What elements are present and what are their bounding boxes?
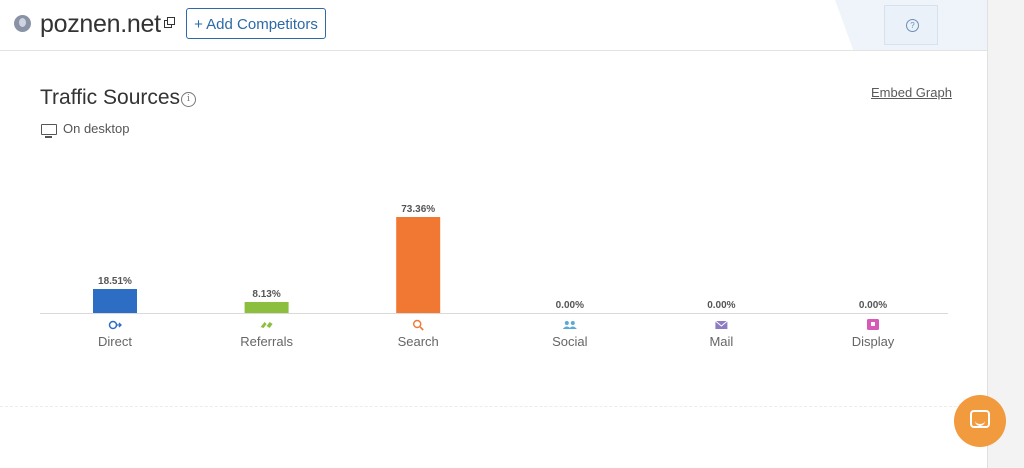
traffic-sources-chart: 18.51% Direct 8.13% Referrals 73.36% Search 0.… (40, 204, 948, 349)
bar-direct[interactable] (93, 289, 137, 313)
referrals-icon (260, 322, 273, 328)
direct-icon (108, 320, 122, 330)
bar-value-label: 0.00% (556, 300, 584, 311)
section-divider (0, 406, 987, 407)
info-icon[interactable]: i (181, 92, 196, 107)
embed-graph-link[interactable]: Embed Graph (871, 85, 952, 100)
site-name: poznen.net (40, 10, 161, 38)
bar-value-label: 0.00% (859, 300, 887, 311)
bar-value-label: 18.51% (98, 276, 132, 287)
category-label-referrals: Referrals (240, 334, 293, 349)
category-label-mail: Mail (709, 334, 733, 349)
search-icon (413, 319, 424, 331)
bar-value-label: 8.13% (252, 289, 280, 300)
chat-icon (970, 410, 990, 428)
category-label-direct: Direct (98, 334, 132, 349)
right-gutter (987, 0, 1024, 468)
mail-icon (715, 320, 728, 329)
bar-referrals[interactable] (244, 302, 289, 313)
section-title: Traffic Sources (40, 86, 181, 109)
category-label-search: Search (398, 334, 439, 349)
globe-icon (14, 15, 31, 32)
category-label-display: Display (852, 334, 895, 349)
external-link-icon[interactable] (164, 17, 175, 28)
help-icon: ? (906, 19, 919, 32)
category-label-social: Social (552, 334, 588, 349)
add-competitors-button[interactable]: + Add Competitors (186, 8, 326, 39)
help-button[interactable]: ? (884, 5, 938, 45)
display-icon (867, 319, 879, 330)
bar-value-label: 73.36% (401, 204, 435, 215)
bar-value-label: 0.00% (707, 300, 735, 311)
header: poznen.net + Add Competitors ? (0, 0, 987, 51)
bar-search[interactable] (396, 217, 441, 313)
device-label: On desktop (63, 121, 130, 136)
device-indicator: On desktop (41, 121, 130, 138)
chat-button[interactable] (954, 395, 1006, 447)
desktop-icon (41, 124, 57, 138)
social-icon (562, 321, 577, 329)
